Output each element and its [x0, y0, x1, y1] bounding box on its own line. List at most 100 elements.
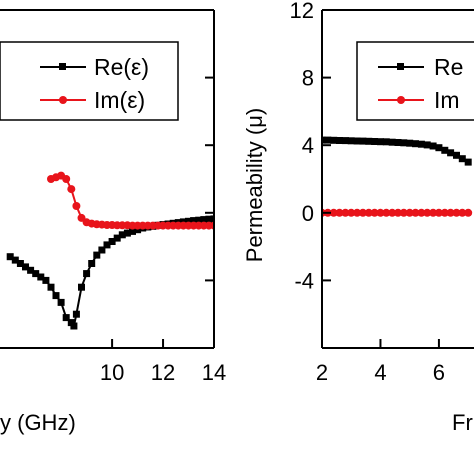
left-series-0-point: [32, 270, 40, 278]
right-legend-im-label: Im: [434, 87, 460, 113]
right-x-axis-title: Fr: [452, 410, 473, 435]
left-series-1-point: [67, 185, 76, 194]
left-series-0-point: [27, 266, 35, 274]
right-series-0-point: [377, 138, 384, 146]
right-series-1-point: [440, 208, 449, 217]
right-series-1-point: [434, 208, 443, 217]
right-series-1-point: [446, 208, 455, 217]
left-series-0-point: [6, 253, 14, 261]
right-legend-re-label: Re: [434, 54, 463, 80]
right-y-tick-label: -4: [294, 268, 314, 293]
right-y-tick-label: 12: [290, 0, 314, 23]
right-series-0-point: [417, 140, 425, 148]
left-series-0-point: [47, 283, 55, 291]
right-series-0-point: [336, 137, 343, 144]
right-series-0-point: [324, 136, 332, 144]
right-series-0-point: [441, 146, 449, 154]
right-series-1-point: [358, 208, 367, 217]
right-series-1-point: [353, 208, 362, 217]
right-x-tick-label: 2: [316, 360, 328, 385]
right-series-1-point: [347, 208, 356, 217]
left-series-0-point: [123, 229, 131, 237]
left-series-0-point: [78, 283, 85, 291]
left-series-0-point: [129, 227, 136, 235]
right-series-1-point: [458, 208, 467, 217]
left-x-tick-label: 14: [202, 360, 226, 385]
right-series-1-point: [388, 208, 397, 217]
right-series-0-point: [429, 142, 437, 150]
right-series-1-point: [452, 208, 461, 217]
right-series-0-point: [359, 137, 367, 145]
right-series-1-point: [329, 208, 338, 217]
left-series-0-point: [22, 263, 29, 271]
left-plot-series: [6, 171, 214, 330]
left-series-line-0: [9, 217, 214, 329]
left-series-0-point: [210, 215, 214, 223]
left-x-tick-label: 10: [100, 360, 124, 385]
left-legend-re-label: Re(ε): [94, 54, 149, 80]
right-series-0-point: [458, 155, 466, 163]
left-x-axis-title: y (GHz): [0, 410, 76, 435]
right-x-tick-label: 6: [433, 360, 445, 385]
right-series-1-point: [405, 208, 414, 217]
right-series-0-point: [423, 141, 431, 149]
left-panel: 10 12 14 y (GHz) Re(ε) Im(ε): [0, 9, 226, 435]
left-series-0-point: [52, 292, 60, 300]
right-panel: 2 4 6 12 8 4 0 -4 Permeability (μ) Fr Re Im: [242, 0, 474, 435]
right-series-1-point: [364, 208, 373, 217]
right-series-0-point: [371, 138, 379, 145]
left-series-0-point: [70, 322, 78, 330]
right-series-0-point: [447, 149, 455, 157]
right-legend-box: [356, 41, 474, 121]
right-series-1-point: [335, 208, 344, 217]
left-x-tick-label: 12: [151, 360, 175, 385]
right-series-0-point: [347, 137, 355, 145]
right-series-1-point: [411, 208, 420, 217]
right-series-0-point: [394, 139, 402, 146]
right-ticks: [321, 9, 440, 348]
left-series-0-point: [16, 260, 24, 267]
right-series-0-point: [341, 137, 349, 145]
right-series-1-point: [399, 208, 408, 217]
right-series-0-point: [464, 158, 472, 166]
right-series-1-point: [423, 208, 432, 217]
right-series-0-point: [353, 137, 361, 145]
right-series-1-point: [429, 208, 438, 217]
left-series-0-point: [98, 246, 106, 254]
left-series-0-point: [190, 217, 198, 225]
left-tick-labels: 10 12 14: [100, 360, 226, 385]
left-series-0-point: [57, 298, 65, 306]
right-series-0-point: [406, 139, 414, 147]
left-series-0-point: [134, 226, 142, 234]
right-series-0-point: [435, 144, 443, 152]
right-series-0-point: [453, 151, 460, 159]
left-series-0-point: [113, 234, 121, 242]
right-y-tick-label: 8: [302, 66, 314, 91]
right-tick-labels: 2 4 6 12 8 4 0 -4: [290, 0, 446, 385]
right-plot-series: [322, 136, 473, 217]
right-series-1-point: [341, 208, 350, 217]
right-series-1-point: [376, 208, 385, 217]
right-series-0-point: [412, 140, 419, 148]
right-legend: Re Im: [356, 41, 474, 121]
right-y-tick-label: 4: [302, 133, 314, 158]
left-series-0-point: [185, 217, 192, 225]
left-series-0-point: [93, 251, 101, 259]
left-series-1-point: [72, 202, 81, 210]
left-series-0-point: [11, 256, 19, 264]
right-series-1-point: [394, 208, 402, 217]
left-series-0-point: [83, 270, 91, 278]
right-series-0-point: [365, 137, 373, 145]
left-legend: Re(ε) Im(ε): [0, 41, 179, 121]
right-x-tick-label: 4: [374, 360, 386, 385]
right-series-0-point: [388, 138, 396, 146]
left-series-0-point: [62, 314, 70, 322]
right-series-0-point: [400, 139, 408, 147]
left-legend-box: [0, 41, 179, 121]
right-series-1-point: [417, 208, 426, 217]
right-series-0-point: [330, 136, 338, 144]
right-y-axis-title: Permeability (μ): [242, 108, 267, 262]
left-series-0-point: [37, 273, 45, 281]
left-series-1-point: [62, 175, 71, 183]
